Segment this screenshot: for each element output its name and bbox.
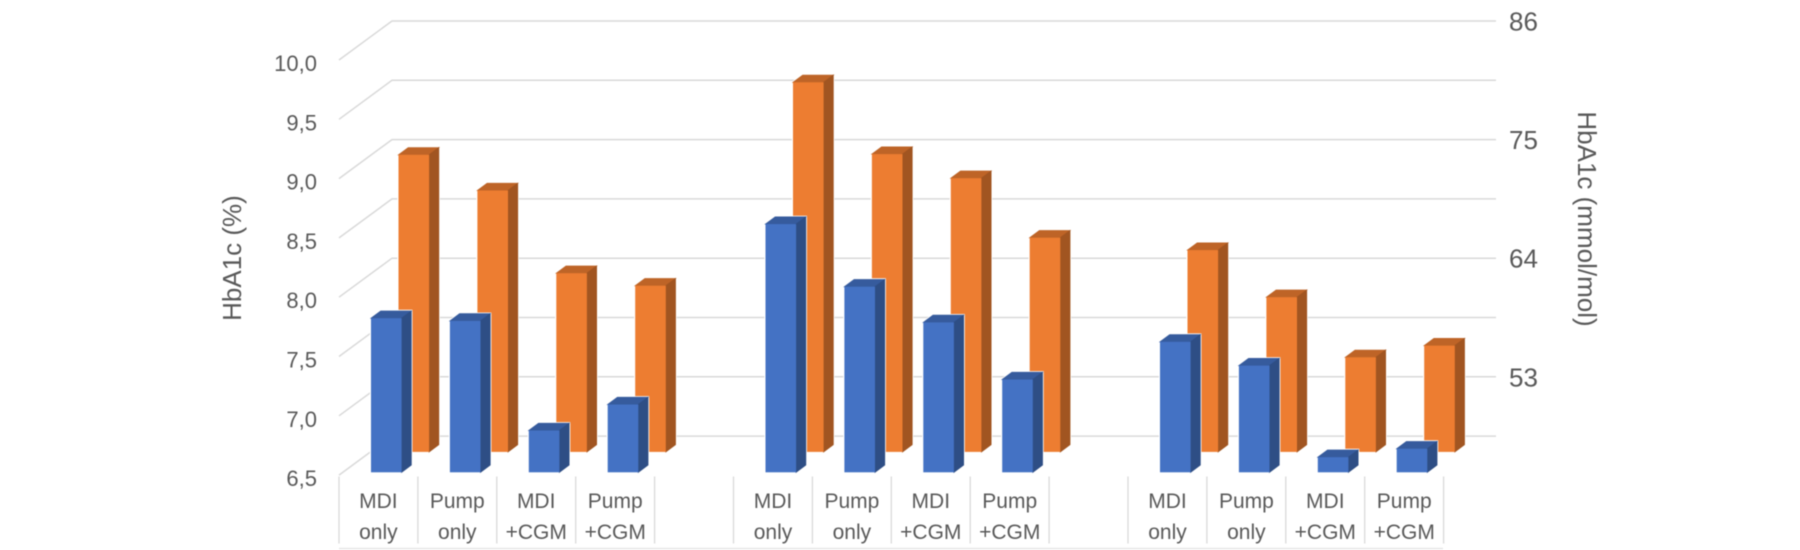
svg-text:Pump: Pump [588,490,643,513]
svg-text:8,0: 8,0 [286,288,317,313]
svg-text:Pump: Pump [1377,490,1432,513]
svg-text:75: 75 [1509,125,1538,155]
svg-text:MDI: MDI [1306,490,1345,513]
svg-text:10,0: 10,0 [274,51,317,76]
svg-text:Pump: Pump [824,490,879,513]
svg-text:MDI: MDI [359,490,398,513]
svg-text:+CGM: +CGM [979,521,1040,544]
svg-text:MDI: MDI [517,490,556,513]
svg-text:only: only [833,521,872,544]
svg-text:MDI: MDI [754,490,793,513]
svg-text:HbA1c (mmol/mol): HbA1c (mmol/mol) [1572,111,1602,326]
svg-text:only: only [1227,521,1266,544]
svg-text:MDI: MDI [912,490,951,513]
svg-text:only: only [754,521,793,544]
svg-text:6,5: 6,5 [286,466,317,491]
svg-text:7,0: 7,0 [286,407,317,432]
svg-text:Pump: Pump [982,490,1037,513]
svg-text:only: only [438,521,477,544]
svg-text:9,0: 9,0 [286,170,317,195]
svg-text:only: only [359,521,398,544]
svg-text:+CGM: +CGM [506,521,567,544]
svg-text:Pump: Pump [1219,490,1274,513]
svg-text:7,5: 7,5 [286,348,317,373]
svg-text:64: 64 [1509,244,1538,274]
svg-text:+CGM: +CGM [1295,521,1356,544]
svg-text:9,5: 9,5 [286,110,317,135]
svg-text:HbA1c (%): HbA1c (%) [217,195,247,321]
svg-text:+CGM: +CGM [585,521,646,544]
svg-text:+CGM: +CGM [1374,521,1435,544]
svg-text:+CGM: +CGM [900,521,961,544]
svg-text:8,5: 8,5 [286,229,317,254]
svg-text:53: 53 [1509,362,1538,392]
svg-text:Pump: Pump [430,490,485,513]
svg-text:only: only [1148,521,1187,544]
svg-text:86: 86 [1509,7,1538,37]
svg-text:MDI: MDI [1148,490,1187,513]
